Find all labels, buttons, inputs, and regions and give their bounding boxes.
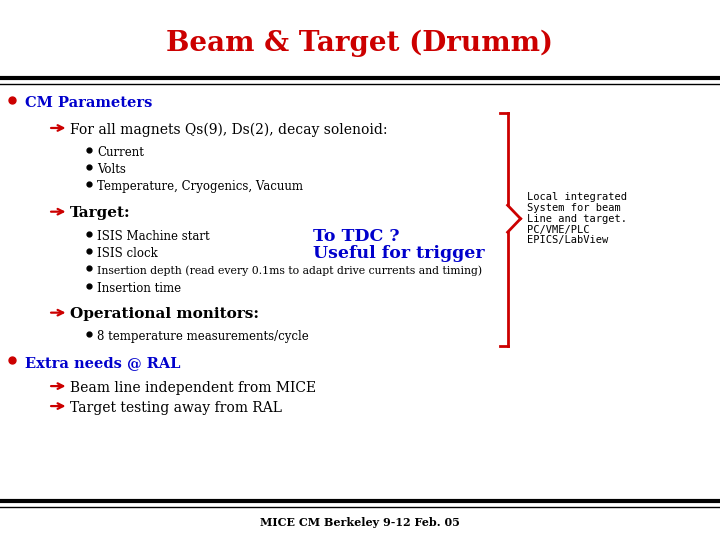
Text: CM Parameters: CM Parameters xyxy=(25,96,153,110)
Text: Operational monitors:: Operational monitors: xyxy=(70,307,259,321)
Text: Beam & Target (Drumm): Beam & Target (Drumm) xyxy=(166,30,554,57)
Text: ISIS clock: ISIS clock xyxy=(97,247,158,260)
Text: Insertion depth (read every 0.1ms to adapt drive currents and timing): Insertion depth (read every 0.1ms to ada… xyxy=(97,266,482,276)
Text: ISIS Machine start: ISIS Machine start xyxy=(97,230,210,243)
Text: To TDC ?: To TDC ? xyxy=(313,228,400,245)
Text: MICE CM Berkeley 9-12 Feb. 05: MICE CM Berkeley 9-12 Feb. 05 xyxy=(260,517,460,528)
Text: Extra needs @ RAL: Extra needs @ RAL xyxy=(25,356,181,370)
Text: Target testing away from RAL: Target testing away from RAL xyxy=(70,401,282,415)
Text: PC/VME/PLC: PC/VME/PLC xyxy=(527,225,590,234)
Text: Useful for trigger: Useful for trigger xyxy=(313,245,485,262)
Text: Line and target.: Line and target. xyxy=(527,214,627,224)
Text: 8 temperature measurements/cycle: 8 temperature measurements/cycle xyxy=(97,330,309,343)
Text: For all magnets Qs(9), Ds(2), decay solenoid:: For all magnets Qs(9), Ds(2), decay sole… xyxy=(70,123,387,137)
Text: Local integrated: Local integrated xyxy=(527,192,627,202)
Text: Insertion time: Insertion time xyxy=(97,282,181,295)
Text: Current: Current xyxy=(97,146,144,159)
Text: Beam line independent from MICE: Beam line independent from MICE xyxy=(70,381,316,395)
Text: Volts: Volts xyxy=(97,163,126,176)
Text: Temperature, Cryogenics, Vacuum: Temperature, Cryogenics, Vacuum xyxy=(97,180,303,193)
Text: System for beam: System for beam xyxy=(527,203,621,213)
Text: Target:: Target: xyxy=(70,206,130,220)
Text: EPICS/LabView: EPICS/LabView xyxy=(527,235,608,245)
